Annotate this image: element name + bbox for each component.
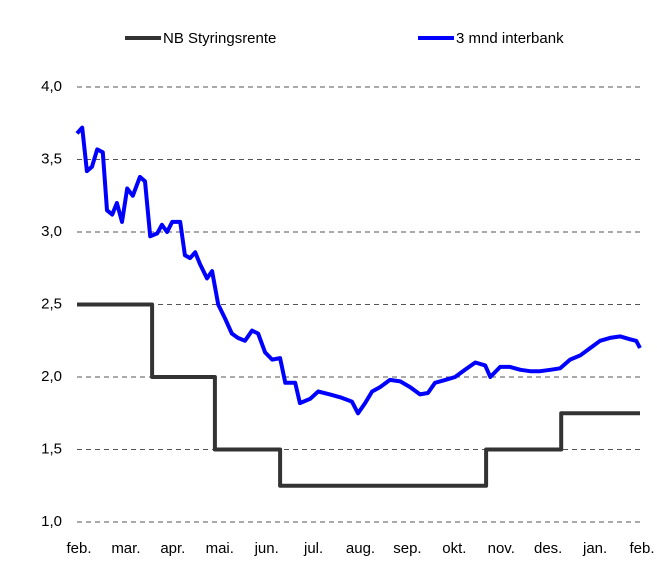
y-tick-label: 2,0 bbox=[41, 368, 62, 385]
x-tick-label: feb. bbox=[66, 540, 91, 557]
x-tick-label: okt. bbox=[442, 540, 466, 557]
x-tick-label: mai. bbox=[206, 540, 234, 557]
y-tick-label: 3,5 bbox=[41, 150, 62, 167]
y-tick-label: 2,5 bbox=[41, 295, 62, 312]
y-tick-label: 4,0 bbox=[41, 78, 62, 95]
x-tick-label: jun. bbox=[254, 540, 279, 557]
x-tick-label: mar. bbox=[111, 540, 140, 557]
x-tick-label: jul. bbox=[303, 540, 323, 557]
x-tick-label: aug. bbox=[346, 540, 375, 557]
y-tick-label: 1,0 bbox=[41, 513, 62, 530]
legend-label: NB Styringsrente bbox=[163, 30, 276, 47]
y-tick-label: 3,0 bbox=[41, 223, 62, 240]
series-line bbox=[75, 125, 642, 416]
x-tick-label: apr. bbox=[160, 540, 185, 557]
x-tick-label: feb. bbox=[629, 540, 654, 557]
x-tick-label: nov. bbox=[488, 540, 515, 557]
legend-label: 3 mnd interbank bbox=[456, 30, 564, 47]
x-tick-label: jan. bbox=[582, 540, 607, 557]
series-line bbox=[77, 302, 640, 488]
x-tick-label: des. bbox=[534, 540, 562, 557]
y-tick-label: 1,5 bbox=[41, 440, 62, 457]
x-tick-label: sep. bbox=[393, 540, 421, 557]
